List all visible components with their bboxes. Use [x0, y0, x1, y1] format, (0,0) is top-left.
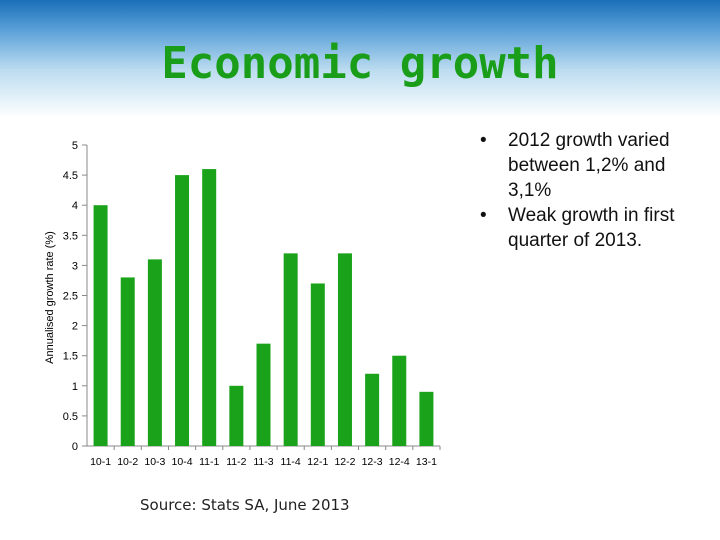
source-note: Source: Stats SA, June 2013: [140, 496, 350, 514]
x-tick-label: 11-1: [199, 456, 219, 468]
y-tick-label: 2.5: [63, 291, 78, 303]
x-tick-label: 12-1: [307, 456, 328, 468]
bar: [147, 259, 162, 446]
x-axis: 10-1 10-2 10-3 10-4 11-1 11-2 11-3 11-4 12-1 12-2…: [87, 445, 441, 468]
bar: [256, 343, 271, 446]
x-tick-label: 10-2: [117, 456, 138, 468]
bars: [93, 169, 434, 446]
x-tick-label: 10-1: [90, 456, 111, 468]
bar: [310, 283, 325, 446]
bar: [365, 373, 380, 446]
y-tick-label: 3: [72, 260, 78, 272]
y-tick-label: 5: [72, 140, 78, 152]
y-axis-label: Annualised growth rate (%): [44, 231, 56, 364]
y-tick-label: 4: [72, 200, 78, 212]
x-tick-label: 12-4: [389, 456, 410, 468]
x-tick-label: 10-3: [144, 456, 165, 468]
y-tick-label: 1.5: [63, 351, 78, 363]
bar: [120, 277, 135, 446]
bar: [93, 205, 108, 446]
bar: [337, 253, 352, 446]
y-tick-label: 3.5: [63, 230, 78, 242]
bar: [175, 175, 190, 446]
x-tick-label: 12-3: [362, 456, 383, 468]
x-tick-label: 11-3: [253, 456, 273, 468]
y-tick-label: 0: [72, 441, 78, 453]
y-tick-label: 2: [72, 321, 78, 333]
x-tick-label: 13-1: [416, 456, 437, 468]
x-tick-label: 12-2: [334, 456, 355, 468]
y-tick-label: 0.5: [63, 411, 78, 423]
bullet-item: Weak growth in first quarter of 2013.: [478, 203, 713, 253]
y-tick-label: 4.5: [63, 170, 78, 182]
x-tick-label: 11-2: [226, 456, 246, 468]
x-tick-label: 11-4: [281, 456, 301, 468]
bar: [419, 391, 434, 446]
bar: [229, 385, 244, 446]
y-tick-label: 1: [72, 381, 78, 393]
x-tick-label: 10-4: [172, 456, 193, 468]
y-axis: 0 0.5 1 1.5 2 2.5 3 3.5 4 4.5 5: [63, 140, 88, 453]
bar: [392, 355, 407, 446]
bullet-item: 2012 growth varied between 1,2% and 3,1%: [478, 128, 713, 203]
slide-title: Economic growth: [161, 38, 559, 89]
bullet-list: 2012 growth varied between 1,2% and 3,1%…: [478, 128, 713, 253]
bar: [283, 253, 298, 446]
bar: [202, 169, 217, 446]
